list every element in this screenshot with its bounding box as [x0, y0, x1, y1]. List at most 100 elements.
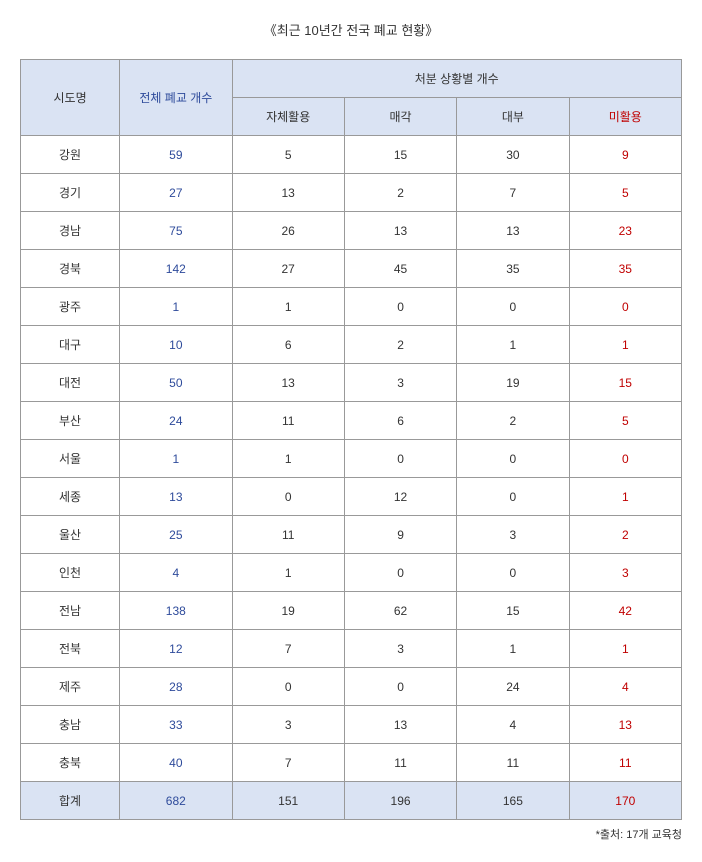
cell-unused: 1	[569, 478, 681, 516]
cell-lease: 0	[457, 478, 569, 516]
cell-total: 4	[120, 554, 232, 592]
cell-region: 제주	[21, 668, 120, 706]
table-row: 전남13819621542	[21, 592, 682, 630]
footer-sale: 196	[344, 782, 456, 820]
cell-sale: 0	[344, 288, 456, 326]
cell-sale: 13	[344, 212, 456, 250]
cell-unused: 3	[569, 554, 681, 592]
cell-self-use: 19	[232, 592, 344, 630]
cell-unused: 35	[569, 250, 681, 288]
cell-self-use: 27	[232, 250, 344, 288]
cell-unused: 4	[569, 668, 681, 706]
cell-lease: 11	[457, 744, 569, 782]
cell-unused: 1	[569, 630, 681, 668]
cell-total: 25	[120, 516, 232, 554]
table-row: 대구106211	[21, 326, 682, 364]
cell-region: 대구	[21, 326, 120, 364]
footnote: *출처: 17개 교육청	[20, 826, 682, 842]
cell-unused: 9	[569, 136, 681, 174]
cell-self-use: 11	[232, 402, 344, 440]
table-row: 부산2411625	[21, 402, 682, 440]
cell-self-use: 1	[232, 440, 344, 478]
cell-lease: 30	[457, 136, 569, 174]
cell-sale: 11	[344, 744, 456, 782]
cell-total: 40	[120, 744, 232, 782]
cell-self-use: 1	[232, 554, 344, 592]
cell-lease: 19	[457, 364, 569, 402]
cell-total: 27	[120, 174, 232, 212]
table-row: 강원59515309	[21, 136, 682, 174]
cell-sale: 9	[344, 516, 456, 554]
cell-region: 대전	[21, 364, 120, 402]
cell-region: 부산	[21, 402, 120, 440]
table-row: 인천41003	[21, 554, 682, 592]
cell-region: 서울	[21, 440, 120, 478]
cell-total: 1	[120, 288, 232, 326]
cell-total: 28	[120, 668, 232, 706]
cell-sale: 13	[344, 706, 456, 744]
cell-sale: 3	[344, 630, 456, 668]
cell-region: 경남	[21, 212, 120, 250]
header-lease: 대부	[457, 98, 569, 136]
table-row: 충북407111111	[21, 744, 682, 782]
cell-self-use: 1	[232, 288, 344, 326]
cell-unused: 11	[569, 744, 681, 782]
cell-region: 울산	[21, 516, 120, 554]
cell-region: 인천	[21, 554, 120, 592]
table-row: 대전501331915	[21, 364, 682, 402]
footer-lease: 165	[457, 782, 569, 820]
cell-self-use: 13	[232, 174, 344, 212]
cell-self-use: 26	[232, 212, 344, 250]
cell-total: 1	[120, 440, 232, 478]
cell-sale: 2	[344, 174, 456, 212]
cell-region: 전남	[21, 592, 120, 630]
cell-sale: 62	[344, 592, 456, 630]
cell-unused: 23	[569, 212, 681, 250]
header-unused: 미활용	[569, 98, 681, 136]
cell-sale: 12	[344, 478, 456, 516]
cell-unused: 1	[569, 326, 681, 364]
cell-unused: 15	[569, 364, 681, 402]
cell-unused: 5	[569, 174, 681, 212]
cell-total: 10	[120, 326, 232, 364]
cell-total: 24	[120, 402, 232, 440]
cell-self-use: 13	[232, 364, 344, 402]
table-row: 세종1301201	[21, 478, 682, 516]
cell-region: 경북	[21, 250, 120, 288]
cell-sale: 0	[344, 668, 456, 706]
cell-region: 세종	[21, 478, 120, 516]
cell-region: 전북	[21, 630, 120, 668]
cell-unused: 42	[569, 592, 681, 630]
cell-lease: 0	[457, 440, 569, 478]
cell-unused: 0	[569, 288, 681, 326]
header-group: 처분 상황별 개수	[232, 60, 682, 98]
cell-self-use: 5	[232, 136, 344, 174]
cell-unused: 5	[569, 402, 681, 440]
cell-self-use: 7	[232, 630, 344, 668]
cell-lease: 35	[457, 250, 569, 288]
cell-lease: 13	[457, 212, 569, 250]
header-sale: 매각	[344, 98, 456, 136]
cell-lease: 3	[457, 516, 569, 554]
cell-sale: 0	[344, 440, 456, 478]
cell-total: 142	[120, 250, 232, 288]
cell-lease: 24	[457, 668, 569, 706]
footer-total: 682	[120, 782, 232, 820]
page-title: 《최근 10년간 전국 폐교 현황》	[20, 20, 682, 39]
cell-self-use: 7	[232, 744, 344, 782]
cell-sale: 2	[344, 326, 456, 364]
table-row: 경기2713275	[21, 174, 682, 212]
cell-total: 12	[120, 630, 232, 668]
table-row: 광주11000	[21, 288, 682, 326]
table-row: 서울11000	[21, 440, 682, 478]
cell-total: 59	[120, 136, 232, 174]
cell-region: 광주	[21, 288, 120, 326]
cell-region: 경기	[21, 174, 120, 212]
cell-unused: 2	[569, 516, 681, 554]
table-row: 제주2800244	[21, 668, 682, 706]
cell-sale: 0	[344, 554, 456, 592]
header-self-use: 자체활용	[232, 98, 344, 136]
table-row: 충남33313413	[21, 706, 682, 744]
cell-self-use: 3	[232, 706, 344, 744]
cell-total: 33	[120, 706, 232, 744]
